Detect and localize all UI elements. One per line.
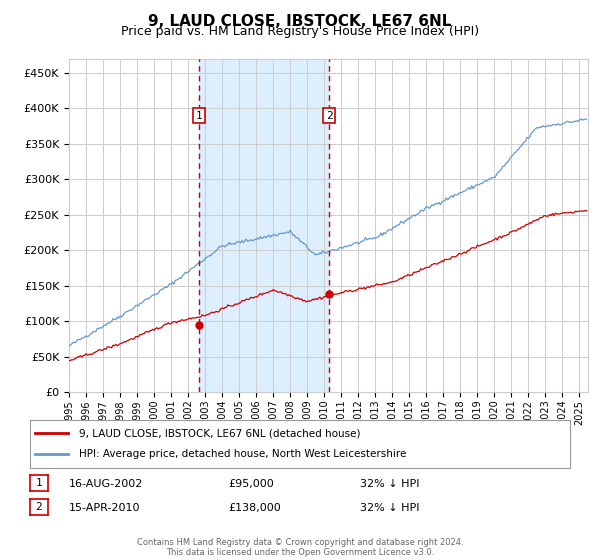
- Text: 1: 1: [35, 478, 43, 488]
- Text: 9, LAUD CLOSE, IBSTOCK, LE67 6NL (detached house): 9, LAUD CLOSE, IBSTOCK, LE67 6NL (detach…: [79, 428, 360, 438]
- Text: HPI: Average price, detached house, North West Leicestershire: HPI: Average price, detached house, Nort…: [79, 449, 406, 459]
- Text: 15-APR-2010: 15-APR-2010: [69, 503, 140, 513]
- Text: 1: 1: [196, 110, 202, 120]
- Text: 2: 2: [326, 110, 332, 120]
- Text: 32% ↓ HPI: 32% ↓ HPI: [360, 479, 419, 489]
- Text: Contains HM Land Registry data © Crown copyright and database right 2024.
This d: Contains HM Land Registry data © Crown c…: [137, 538, 463, 557]
- Text: 32% ↓ HPI: 32% ↓ HPI: [360, 503, 419, 513]
- Text: £95,000: £95,000: [228, 479, 274, 489]
- Text: 16-AUG-2002: 16-AUG-2002: [69, 479, 143, 489]
- Bar: [199, 59, 329, 392]
- Text: 2: 2: [35, 502, 43, 512]
- Text: £138,000: £138,000: [228, 503, 281, 513]
- Text: 9, LAUD CLOSE, IBSTOCK, LE67 6NL: 9, LAUD CLOSE, IBSTOCK, LE67 6NL: [148, 14, 452, 29]
- Text: Price paid vs. HM Land Registry's House Price Index (HPI): Price paid vs. HM Land Registry's House …: [121, 25, 479, 38]
